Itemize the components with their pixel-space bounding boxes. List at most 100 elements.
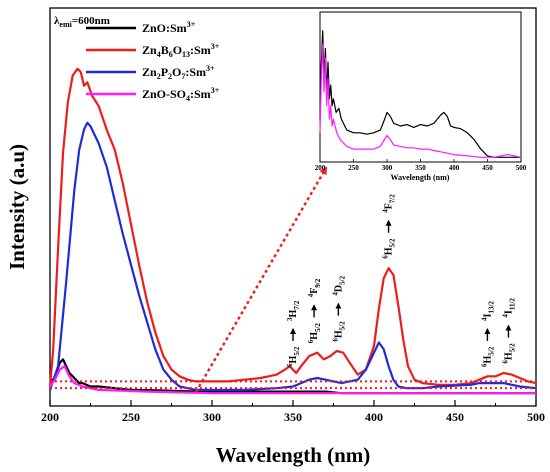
transition-3-lower-sup: 6 [331, 338, 339, 342]
legend-label-2-part-2: 4 [157, 50, 161, 59]
transition-6: 6H5/2 4I11/2 [501, 298, 516, 364]
x-tick-label-250: 250 [122, 410, 140, 424]
legend-label-1-part-1: ZnO:Sm [142, 21, 187, 35]
emission-subscript: emi [59, 20, 72, 29]
transition-4-upper: 4F7/2 [382, 194, 397, 213]
transition-5-lower-sub: 5/2 [487, 346, 495, 355]
legend-label-4-part-1: ZnO-SO [142, 87, 186, 101]
transition-annotations: 6H5/23H7/26H5/24F9/26H5/24D5/26H5/24F7/2… [286, 194, 516, 367]
transition-5-upper: 4I13/2 [480, 301, 495, 321]
x-tick-label-350: 350 [284, 410, 302, 424]
transition-2-lower-sup: 6 [307, 339, 315, 343]
legend-label-3-part-5: O [172, 65, 181, 79]
transition-3-upper-sup: 4 [331, 292, 339, 296]
legend-label-3: Zn2P2O7:Sm3+ [142, 64, 215, 81]
transition-5-upper-main: I [482, 313, 493, 317]
transition-5: 6H5/2 4I13/2 [480, 301, 495, 367]
inset-series-group [319, 30, 522, 158]
transition-6-lower: 6H5/2 [501, 343, 516, 364]
emission-wavelength-label: λemi=600nm [54, 15, 110, 29]
transition-3-lower-sub: 5/2 [338, 321, 346, 330]
transition-2-upper: 4F9/2 [307, 278, 322, 297]
transition-2-lower-sub: 5/2 [314, 323, 322, 332]
transition-6-upper: 4I11/2 [501, 298, 516, 318]
transition-6-upper-sub: 11/2 [508, 298, 516, 311]
inset-x-tick-label-200: 200 [315, 164, 326, 172]
transition-1-upper-sub: 7/2 [293, 300, 301, 309]
x-tick-label-500: 500 [527, 410, 545, 424]
transition-5-upper-sup: 4 [480, 317, 488, 321]
inset-x-axis-title: Wavelength (nm) [391, 173, 450, 182]
inset-pointer-arrow [194, 166, 328, 393]
transition-1-lower-sub: 5/2 [293, 346, 301, 355]
legend-label-3-part-1: Zn [142, 65, 157, 79]
transition-4-upper-sup: 4 [382, 209, 390, 213]
transition-1-upper-sup: 3 [286, 317, 294, 321]
transition-3-upper-sub: 5/2 [338, 275, 346, 284]
transition-1-lower-sup: 6 [286, 363, 294, 367]
transition-1-upper-main: H [288, 309, 299, 317]
transition-2-upper-main: F [309, 288, 320, 294]
inset-x-tick-label-400: 400 [449, 164, 460, 172]
transition-1-upper: 3H7/2 [286, 300, 301, 321]
transition-2-upper-sub: 9/2 [314, 278, 322, 287]
transition-3-lower: 6H5/2 [331, 321, 346, 342]
series-line-3 [48, 121, 537, 391]
transition-2-lower-main: H [309, 332, 320, 340]
inset-x-tick-label-300: 300 [382, 164, 393, 172]
legend-label-2: Zn4B6O13:Sm3+ [142, 42, 220, 59]
legend: ZnO:Sm3+Zn4B6O13:Sm3+Zn2P2O7:Sm3+ZnO-SO4… [86, 20, 220, 103]
transition-3-upper: 4D5/2 [331, 275, 346, 295]
transition-4-lower-main: H [384, 247, 395, 255]
legend-label-2-part-4: 6 [169, 50, 173, 59]
inset-series-line-2 [319, 43, 522, 158]
legend-label-2-part-3: B [161, 43, 169, 57]
legend-label-2-part-1: Zn [142, 43, 157, 57]
transition-4-lower: 6H5/2 [382, 238, 397, 259]
transition-4-upper-main: F [384, 203, 395, 209]
legend-label-2-part-5: O [173, 43, 182, 57]
emission-value: =600nm [72, 15, 110, 27]
legend-label-1-part-2: 3+ [187, 20, 196, 29]
transition-6-lower-sup: 6 [501, 360, 509, 364]
inset-chart: 200 250 300 350 400 450 500 Wavelength (nm) [315, 11, 527, 182]
transition-4-lower-sub: 5/2 [389, 238, 397, 247]
legend-label-4: ZnO-SO4:Sm3+ [142, 86, 220, 103]
inset-frame [319, 11, 522, 163]
legend-label-1: ZnO:Sm3+ [142, 20, 196, 35]
transition-1-lower: 6H5/2 [286, 346, 301, 367]
emission-symbol: λ [54, 15, 60, 27]
transition-3-upper-main: D [333, 285, 344, 292]
transition-6-lower-main: H [503, 352, 514, 360]
x-tick-label-400: 400 [365, 410, 383, 424]
inset-x-tick-label-500: 500 [516, 164, 527, 172]
legend-label-3-part-8: 3+ [206, 64, 215, 73]
x-tick-label-300: 300 [203, 410, 221, 424]
legend-label-4-part-3: :Sm [190, 87, 211, 101]
y-axis-title: Intensity (a.u) [5, 144, 29, 270]
legend-label-2-part-7: :Sm [190, 43, 211, 57]
inset-x-ticks: 200 250 300 350 400 450 500 [315, 159, 527, 172]
transition-4-upper-sub: 7/2 [389, 194, 397, 203]
transition-3-lower-main: H [333, 330, 344, 338]
legend-label-3-part-7: :Sm [185, 65, 206, 79]
transition-5-upper-sub: 13/2 [487, 301, 495, 314]
legend-label-3-part-2: 2 [157, 72, 161, 81]
series-line-2 [48, 67, 537, 387]
transition-5-lower: 6H5/2 [480, 346, 495, 367]
inset-x-tick-label-450: 450 [482, 164, 493, 172]
legend-label-2-part-8: 3+ [211, 42, 220, 51]
legend-label-3-part-6: 7 [181, 72, 185, 81]
baseline-group [50, 380, 536, 390]
transition-2: 6H5/2 4F9/2 [307, 278, 322, 343]
legend-label-4-part-4: 3+ [211, 86, 220, 95]
legend-label-3-part-3: P [161, 65, 168, 79]
inset-x-tick-label-250: 250 [348, 164, 359, 172]
transition-1-lower-main: H [288, 355, 299, 363]
transition-5-lower-sup: 6 [480, 363, 488, 367]
x-tick-label-200: 200 [41, 410, 59, 424]
legend-label-4-part-2: 4 [186, 94, 190, 103]
transition-6-upper-main: I [503, 310, 514, 314]
